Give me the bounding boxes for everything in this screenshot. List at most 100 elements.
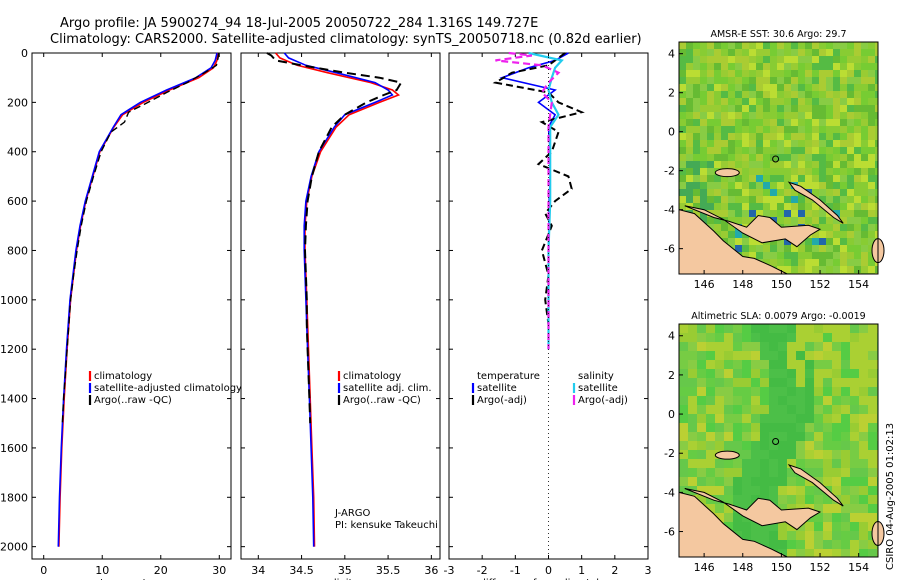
x-tick-label: 34.5 bbox=[289, 564, 314, 577]
map-cell bbox=[707, 140, 715, 148]
map-cell bbox=[700, 217, 708, 225]
map-cell bbox=[688, 369, 698, 379]
map-cell bbox=[693, 175, 701, 183]
map-cell bbox=[700, 175, 708, 183]
map-cell bbox=[798, 147, 806, 155]
map-cell bbox=[796, 333, 806, 343]
map-cell bbox=[770, 182, 778, 190]
map-cell bbox=[819, 224, 827, 232]
map-cell bbox=[706, 450, 716, 460]
map-cell bbox=[833, 126, 841, 134]
map-cell bbox=[847, 182, 855, 190]
map-cell bbox=[770, 154, 778, 162]
map-cell bbox=[707, 49, 715, 57]
map-cell bbox=[686, 168, 694, 176]
map-cell bbox=[819, 112, 827, 120]
map-cell bbox=[814, 513, 824, 523]
map-cell bbox=[861, 119, 869, 127]
map-cell bbox=[787, 432, 797, 442]
map-cell bbox=[728, 175, 736, 183]
map-cell bbox=[854, 175, 862, 183]
map-cell bbox=[875, 189, 879, 197]
map-cell bbox=[724, 513, 734, 523]
map-cell bbox=[805, 245, 813, 253]
map-cell bbox=[751, 414, 761, 424]
map-cell bbox=[791, 147, 799, 155]
map-cell bbox=[706, 459, 716, 469]
map-cell bbox=[868, 98, 876, 106]
map-cell bbox=[733, 342, 743, 352]
map-cell bbox=[796, 423, 806, 433]
map-cell bbox=[735, 182, 743, 190]
map-cell bbox=[778, 396, 788, 406]
map-cell bbox=[728, 203, 736, 211]
map-cell bbox=[706, 360, 716, 370]
map-cell bbox=[733, 396, 743, 406]
map-cell bbox=[778, 531, 788, 541]
map-cell bbox=[868, 140, 876, 148]
map-cell bbox=[686, 133, 694, 141]
map-cell bbox=[868, 468, 878, 478]
map-cell bbox=[749, 161, 757, 169]
map-cell bbox=[707, 105, 715, 113]
map-cell bbox=[742, 333, 752, 343]
map-cell bbox=[777, 84, 785, 92]
map-cell bbox=[868, 133, 876, 141]
map-cell bbox=[875, 91, 879, 99]
map-cell bbox=[700, 182, 708, 190]
map-cell bbox=[854, 259, 862, 267]
map-cell bbox=[749, 119, 757, 127]
map-cell bbox=[742, 396, 752, 406]
map-cell bbox=[868, 477, 878, 487]
map-cell bbox=[805, 450, 815, 460]
map-cell bbox=[777, 189, 785, 197]
map-cell bbox=[805, 112, 813, 120]
map-cell bbox=[721, 49, 729, 57]
map-cell bbox=[763, 77, 771, 85]
map-cell bbox=[832, 324, 842, 334]
map-cell bbox=[706, 432, 716, 442]
map-cell bbox=[787, 486, 797, 496]
map-cell bbox=[847, 91, 855, 99]
map-cell bbox=[805, 342, 815, 352]
map-cell bbox=[715, 324, 725, 334]
map-cell bbox=[733, 369, 743, 379]
map-cell bbox=[819, 105, 827, 113]
map-cell bbox=[679, 105, 687, 113]
map-cell bbox=[823, 531, 833, 541]
map-cell bbox=[826, 77, 834, 85]
map-cell bbox=[706, 486, 716, 496]
map-cell bbox=[756, 133, 764, 141]
map-cell bbox=[840, 210, 848, 218]
x-tick-label: 34 bbox=[251, 564, 265, 577]
map-cell bbox=[805, 161, 813, 169]
map-cell bbox=[679, 387, 689, 397]
map-cell bbox=[854, 231, 862, 239]
map-cell bbox=[868, 486, 878, 496]
map-cell bbox=[805, 56, 813, 64]
map-cell bbox=[697, 378, 707, 388]
map-cell bbox=[814, 531, 824, 541]
map-cell bbox=[749, 189, 757, 197]
map-cell bbox=[679, 432, 689, 442]
map-cell bbox=[749, 98, 757, 106]
map-cell bbox=[823, 450, 833, 460]
map-cell bbox=[791, 84, 799, 92]
map-cell bbox=[728, 154, 736, 162]
map-cell bbox=[805, 259, 813, 267]
map-cell bbox=[796, 396, 806, 406]
map-cell bbox=[796, 351, 806, 361]
map-cell bbox=[859, 432, 869, 442]
map-cell bbox=[742, 161, 750, 169]
x-tick-label: 20 bbox=[154, 564, 168, 577]
map-cell bbox=[796, 459, 806, 469]
map-cell bbox=[832, 396, 842, 406]
map-cell bbox=[868, 504, 878, 514]
map-cell bbox=[770, 119, 778, 127]
map-cell bbox=[728, 161, 736, 169]
map-cell bbox=[832, 387, 842, 397]
map-cell bbox=[812, 147, 820, 155]
map-cell bbox=[805, 203, 813, 211]
map-cell bbox=[847, 77, 855, 85]
map-cell bbox=[868, 324, 878, 334]
